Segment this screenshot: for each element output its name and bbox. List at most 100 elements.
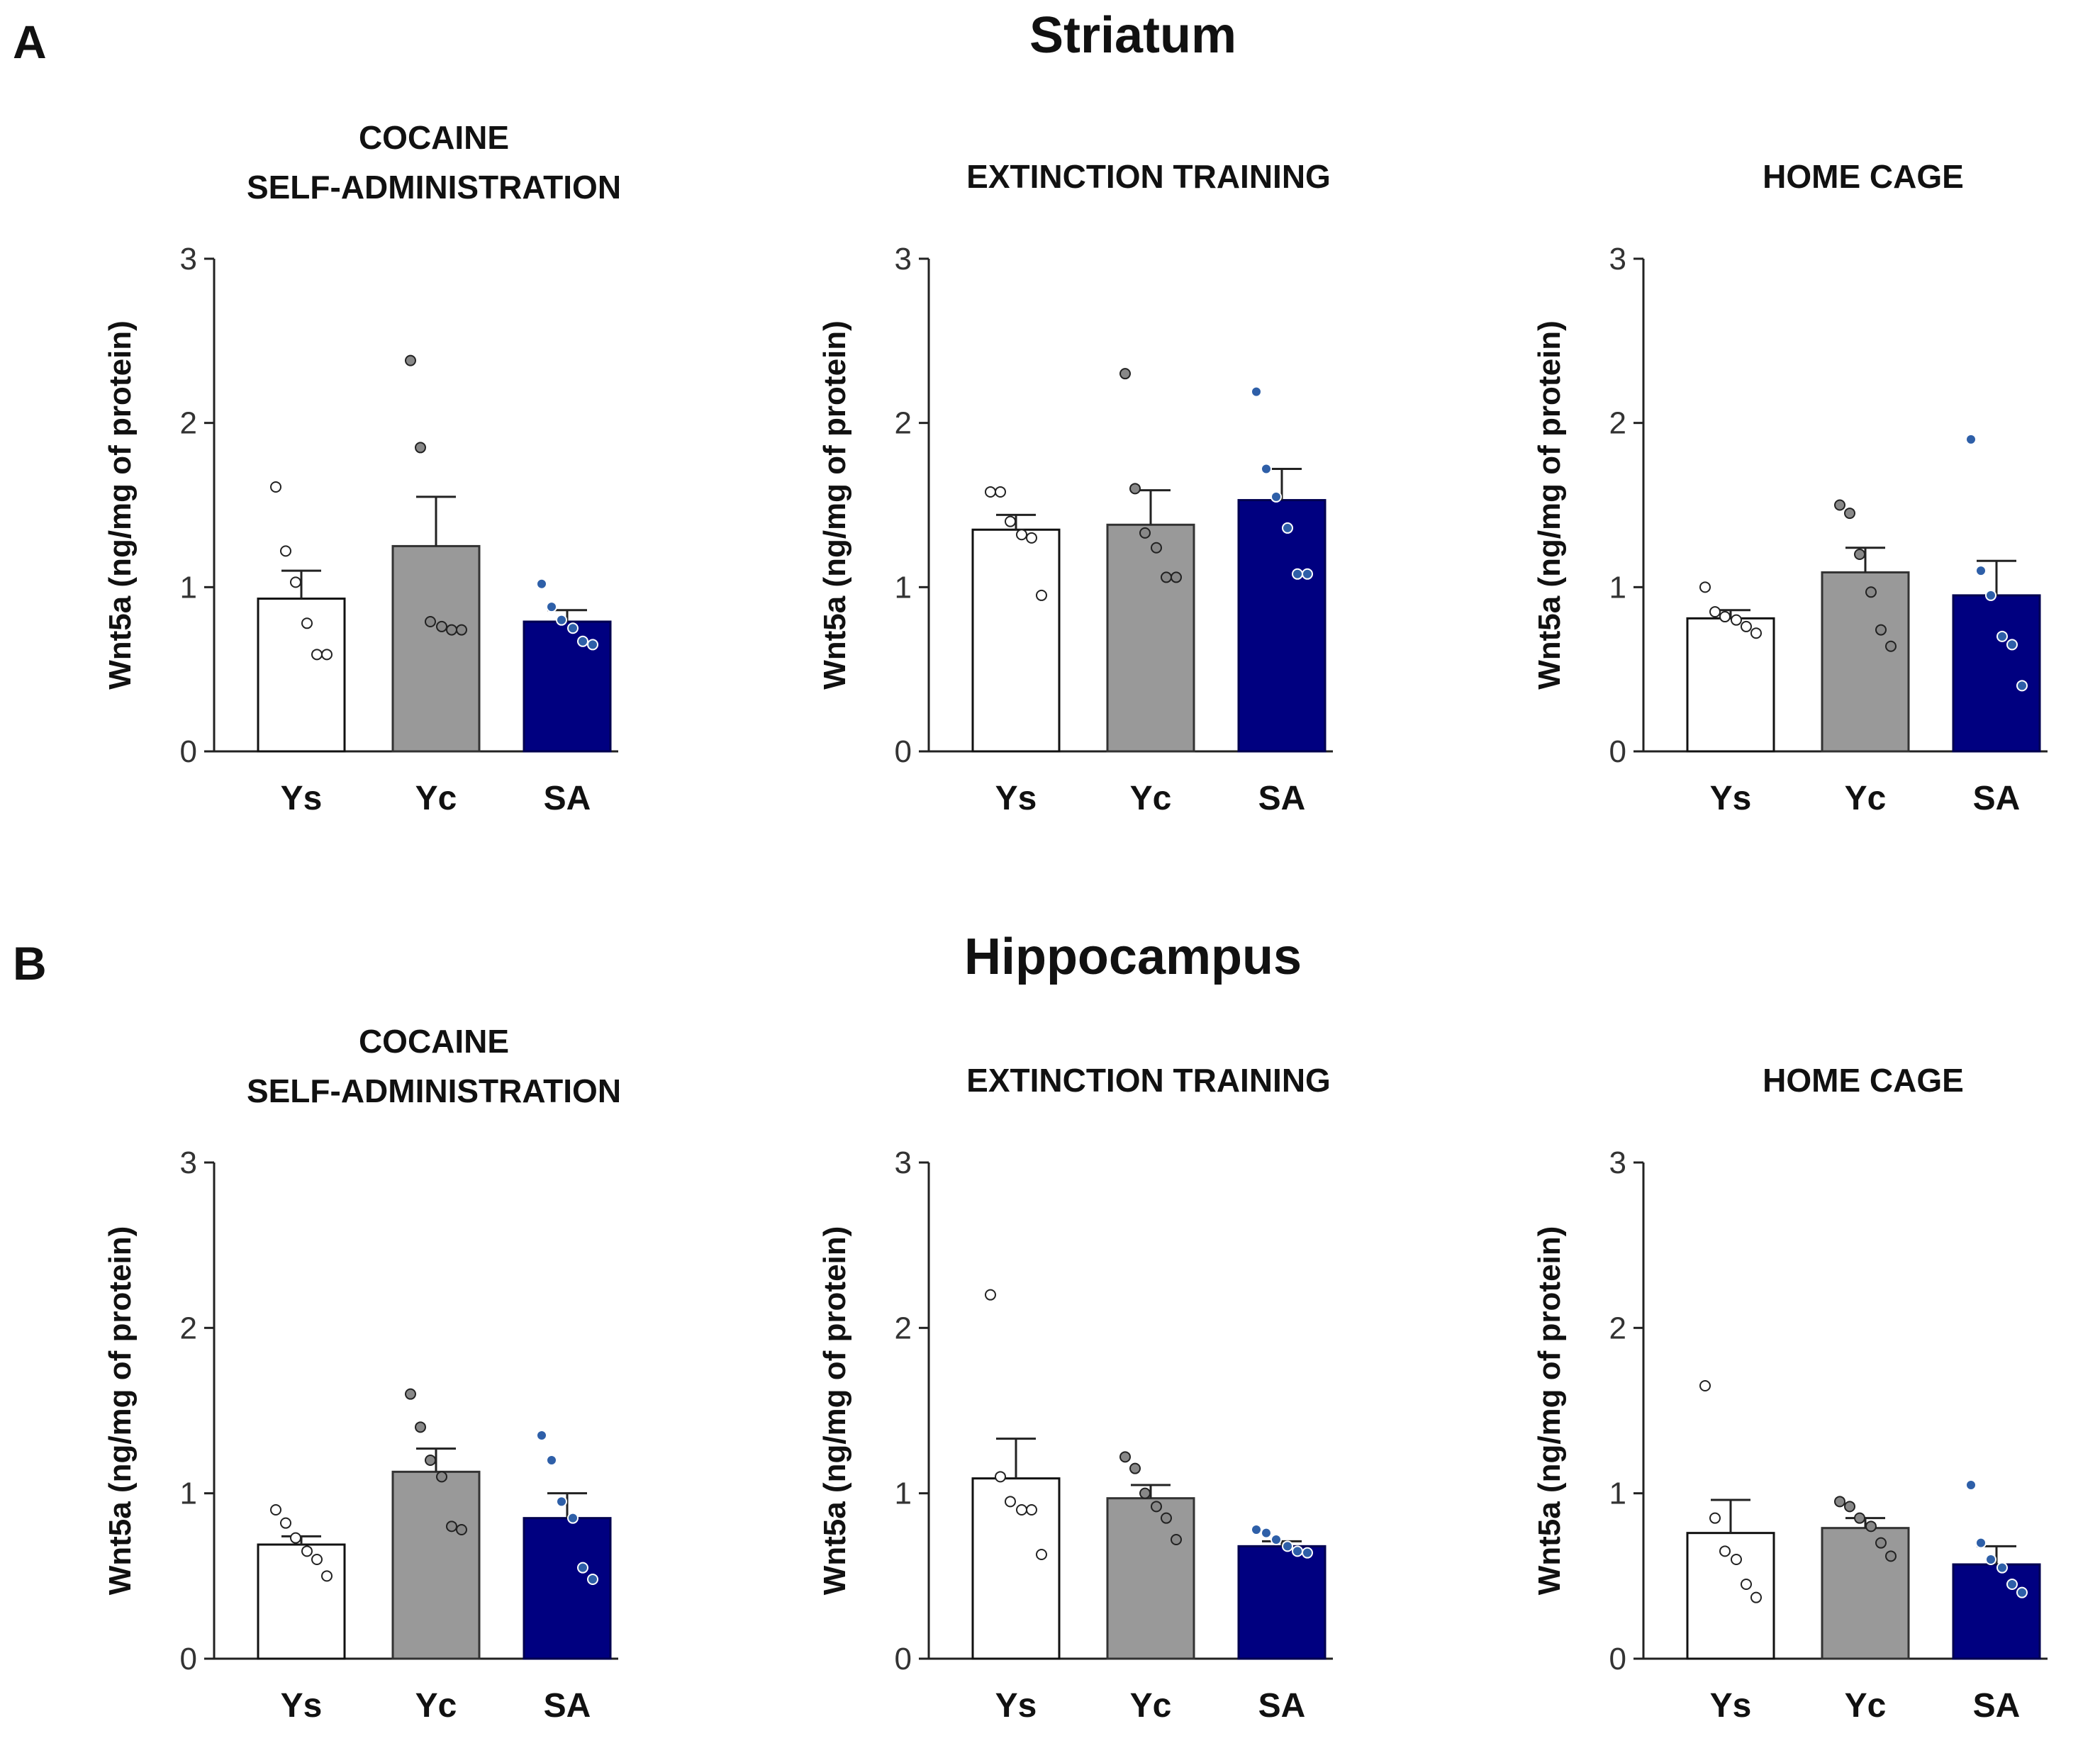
x-tick-label-yc: Yc [1845,1687,1887,1725]
x-tick-label-yc: Yc [1130,1687,1172,1725]
x-tick-label-ys: Ys [281,780,323,817]
data-point [456,624,467,636]
section-title-hippocampus: Hippocampus [964,929,1302,985]
data-point [1161,571,1172,583]
data-point [1282,1540,1293,1552]
data-point [405,354,416,366]
x-tick-label-yc: Yc [415,780,457,817]
data-point [1709,1512,1721,1524]
data-point [290,1532,301,1544]
y-axis-label: Wnt5a (ng/mg of protein) [103,320,138,690]
data-point [556,1496,567,1508]
data-point [1854,549,1865,560]
bar-yc [1106,1497,1195,1660]
bar-ys [257,1543,346,1660]
chart-title-line: COCAINE [359,1023,509,1060]
chart-title-line: COCAINE [359,119,509,156]
data-point [1844,1501,1855,1513]
data-point [1139,1487,1151,1499]
data-point [1975,1537,1987,1549]
data-point [436,620,447,632]
data-point [1151,1501,1162,1513]
data-point [1741,620,1752,632]
y-axis-label: Wnt5a (ng/mg of protein) [817,1226,852,1596]
data-point [1875,1537,1887,1549]
bar-sa [1237,1545,1327,1660]
data-point [1119,1451,1131,1463]
bar-sa [1237,499,1327,753]
panel-letter-b: B [13,937,47,990]
y-tick-label: 1 [895,570,912,605]
data-point [536,578,547,590]
data-point [1699,581,1711,593]
data-point [1026,1504,1037,1516]
data-point [1292,1545,1303,1557]
data-point [321,1570,333,1582]
data-point [1844,508,1855,520]
data-point [1251,1524,1262,1535]
bar-ys [1686,617,1775,753]
chart-1: COCAINE SELF-ADMINISTRATION Wnt5a (ng/mg o… [103,119,621,817]
chart-6: HOME CAGE Wnt5a (ng/mg of protein) 0 1 2 3 Ys Y… [1532,1062,2048,1725]
y-tick-label: 3 [180,1145,197,1180]
x-tick-label-yc: Yc [1130,780,1172,817]
data-point [1292,568,1303,580]
data-point [425,1455,436,1466]
data-point [556,614,567,626]
data-point [1302,1547,1313,1559]
x-tick-label-sa: SA [1258,1687,1306,1725]
data-point [270,481,281,493]
y-axis-label: Wnt5a (ng/mg of protein) [817,320,852,690]
data-point [1731,614,1742,626]
data-point [1875,624,1887,636]
data-point [1996,630,2008,642]
bar-yc [1821,571,1910,753]
y-tick-label: 0 [895,734,912,769]
data-point [415,442,426,454]
data-point [405,1388,416,1400]
x-tick-label-sa: SA [1973,780,2021,817]
bar-sa [1952,594,2041,753]
data-point [587,639,598,651]
y-tick-label: 3 [895,242,912,276]
x-tick-label-yc: Yc [1845,780,1887,817]
data-point [2016,1586,2028,1598]
data-point [270,1504,281,1516]
y-tick-label: 2 [180,406,197,441]
data-point [985,1289,996,1301]
data-point [290,576,301,588]
y-tick-label: 0 [1609,1642,1626,1676]
data-point [2016,680,2028,692]
y-tick-label: 0 [1609,734,1626,769]
data-point [321,649,333,661]
data-point [2006,1579,2018,1590]
y-tick-label: 0 [895,1642,912,1676]
x-tick-label-sa: SA [544,1687,591,1725]
x-tick-label-yc: Yc [415,1687,457,1725]
y-tick-label: 3 [1609,1145,1626,1180]
data-point [1741,1579,1752,1590]
data-point [1151,542,1162,554]
data-point [456,1524,467,1535]
bar-sa [523,620,612,753]
data-point [1270,491,1282,503]
data-point [1129,483,1141,495]
data-point [577,635,588,647]
x-tick-label-sa: SA [544,780,591,817]
y-tick-label: 2 [895,406,912,441]
chart-5: EXTINCTION TRAINING Wnt5a (ng/mg of prote… [817,1062,1333,1725]
data-point [425,615,436,627]
data-point [1731,1554,1742,1565]
data-point [311,649,323,661]
y-axis-label: Wnt5a (ng/mg of protein) [103,1226,138,1596]
bar-ys [971,528,1061,753]
data-point [1699,1380,1711,1391]
bar-ys [257,598,346,753]
data-point [995,486,1006,498]
charts-container: COCAINE SELF-ADMINISTRATION Wnt5a (ng/mg o… [103,119,2048,1725]
data-point [1834,1496,1845,1508]
x-tick-label-ys: Ys [995,1687,1037,1725]
panel-letter-a: A [13,16,47,68]
chart-2: EXTINCTION TRAINING Wnt5a (ng/mg of prote… [817,158,1333,817]
